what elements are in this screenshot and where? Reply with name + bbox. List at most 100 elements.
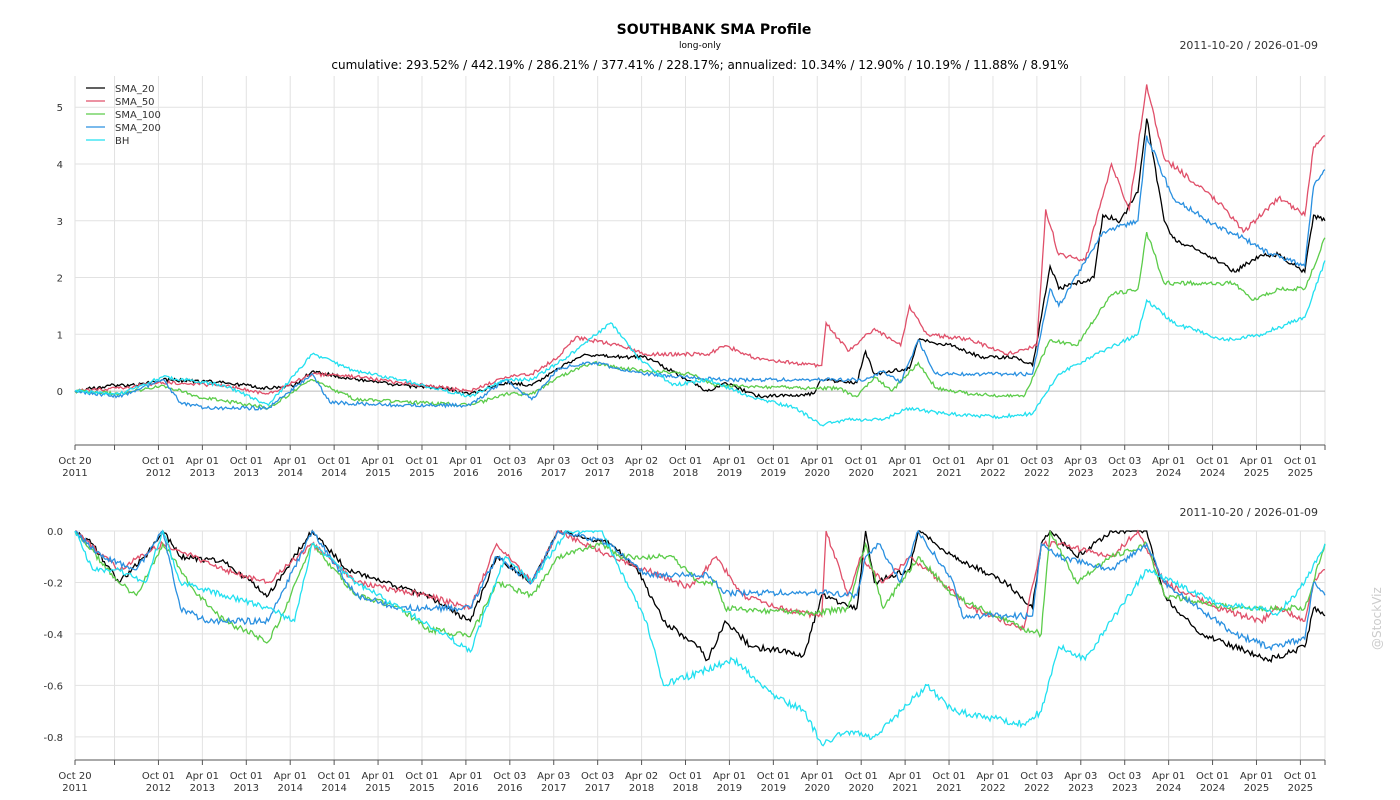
x-tick-label-year: 2025 bbox=[1244, 468, 1269, 479]
y-tick-label: 3 bbox=[57, 217, 63, 228]
x-tick-label-year: 2014 bbox=[321, 783, 346, 794]
x-tick-label-year: 2012 bbox=[146, 468, 171, 479]
x-tick-label-year: 2018 bbox=[673, 468, 698, 479]
x-tick-label-year: 2024 bbox=[1156, 468, 1181, 479]
x-tick-label: Apr 01 bbox=[1240, 456, 1273, 467]
x-tick-label-year: 2013 bbox=[190, 783, 215, 794]
x-tick-label-year: 2011 bbox=[62, 468, 87, 479]
y-tick-label: -0.8 bbox=[43, 733, 63, 744]
x-tick-label-year: 2023 bbox=[1112, 783, 1137, 794]
x-tick-label: Apr 02 bbox=[625, 456, 658, 467]
y-tick-label: -0.4 bbox=[43, 630, 63, 641]
y-tick-label: 0.0 bbox=[47, 527, 63, 538]
x-tick-label: Oct 01 bbox=[757, 456, 790, 467]
x-tick-label: Oct 20 bbox=[58, 771, 91, 782]
x-tick-label: Oct 01 bbox=[932, 771, 965, 782]
x-tick-label: Apr 01 bbox=[449, 456, 482, 467]
x-tick-label: Oct 01 bbox=[845, 456, 878, 467]
x-tick-label-year: 2023 bbox=[1112, 468, 1137, 479]
series-line-sma_200 bbox=[74, 135, 1326, 411]
x-tick-label: Apr 01 bbox=[713, 771, 746, 782]
series-line-sma_50 bbox=[74, 84, 1326, 395]
x-tick-label: Oct 03 bbox=[581, 771, 614, 782]
x-tick-label-year: 2025 bbox=[1288, 783, 1313, 794]
series-line-bh bbox=[74, 260, 1326, 427]
x-tick-label-year: 2012 bbox=[146, 783, 171, 794]
x-tick-label: Apr 01 bbox=[713, 456, 746, 467]
series-line-bh bbox=[74, 529, 1326, 747]
x-tick-label-year: 2016 bbox=[453, 468, 478, 479]
series-line-sma_100 bbox=[74, 530, 1326, 644]
x-tick-label: Oct 03 bbox=[493, 771, 526, 782]
x-tick-label-year: 2019 bbox=[717, 783, 742, 794]
x-tick-label: Apr 01 bbox=[186, 771, 219, 782]
x-tick-label: Oct 03 bbox=[1108, 771, 1141, 782]
x-tick-label-year: 2017 bbox=[585, 468, 610, 479]
x-tick-label-year: 2023 bbox=[1068, 783, 1093, 794]
x-tick-label-year: 2022 bbox=[980, 783, 1005, 794]
x-tick-label-year: 2022 bbox=[1024, 468, 1049, 479]
date-range-bottom: 2011-10-20 / 2026-01-09 bbox=[1179, 506, 1318, 519]
x-tick-label-year: 2016 bbox=[497, 468, 522, 479]
x-tick-label-year: 2020 bbox=[848, 783, 873, 794]
x-tick-label-year: 2020 bbox=[848, 468, 873, 479]
x-tick-label-year: 2013 bbox=[234, 783, 259, 794]
x-tick-label: Apr 01 bbox=[889, 456, 922, 467]
chart-subtitle: long-only bbox=[679, 41, 722, 51]
x-tick-label: Apr 03 bbox=[537, 456, 570, 467]
x-tick-label-year: 2011 bbox=[62, 783, 87, 794]
x-tick-label: Oct 03 bbox=[1020, 771, 1053, 782]
chart-title: SOUTHBANK SMA Profile bbox=[617, 22, 812, 38]
x-tick-label-year: 2024 bbox=[1200, 783, 1225, 794]
legend-label-sma_50: SMA_50 bbox=[115, 97, 155, 108]
x-tick-label-year: 2021 bbox=[936, 468, 961, 479]
x-tick-label: Oct 01 bbox=[142, 456, 175, 467]
legend-label-sma_20: SMA_20 bbox=[115, 84, 155, 95]
x-tick-label: Apr 01 bbox=[1240, 771, 1273, 782]
x-tick-label: Oct 01 bbox=[318, 771, 351, 782]
x-tick-label: Apr 01 bbox=[274, 771, 307, 782]
x-tick-label: Apr 01 bbox=[361, 771, 394, 782]
date-range-top: 2011-10-20 / 2026-01-09 bbox=[1179, 39, 1318, 52]
x-tick-label: Oct 01 bbox=[230, 771, 263, 782]
x-tick-label-year: 2021 bbox=[892, 783, 917, 794]
x-tick-label-year: 2017 bbox=[541, 783, 566, 794]
y-tick-label: 2 bbox=[57, 274, 63, 285]
x-tick-label-year: 2018 bbox=[629, 468, 654, 479]
x-tick-label-year: 2021 bbox=[936, 783, 961, 794]
x-tick-label: Oct 03 bbox=[1108, 456, 1141, 467]
x-tick-label: Apr 01 bbox=[274, 456, 307, 467]
x-tick-label-year: 2022 bbox=[980, 468, 1005, 479]
x-tick-label: Oct 03 bbox=[1020, 456, 1053, 467]
x-tick-label-year: 2016 bbox=[453, 783, 478, 794]
y-tick-label: -0.2 bbox=[43, 578, 63, 589]
x-tick-label: Oct 01 bbox=[932, 456, 965, 467]
x-tick-label-year: 2015 bbox=[409, 468, 434, 479]
x-tick-label: Apr 03 bbox=[1064, 771, 1097, 782]
x-tick-label: Oct 01 bbox=[405, 456, 438, 467]
x-tick-label: Apr 01 bbox=[1152, 771, 1185, 782]
x-tick-label-year: 2015 bbox=[365, 783, 390, 794]
x-tick-label: Oct 01 bbox=[1284, 456, 1317, 467]
x-tick-label-year: 2016 bbox=[497, 783, 522, 794]
y-tick-label: 5 bbox=[57, 103, 63, 114]
x-tick-label-year: 2019 bbox=[717, 468, 742, 479]
x-tick-label: Oct 01 bbox=[845, 771, 878, 782]
x-tick-label: Apr 01 bbox=[889, 771, 922, 782]
y-tick-label: 0 bbox=[57, 387, 63, 398]
y-tick-label: 4 bbox=[57, 160, 63, 171]
y-tick-label: -0.6 bbox=[43, 681, 63, 692]
x-tick-label-year: 2017 bbox=[541, 468, 566, 479]
x-tick-label-year: 2018 bbox=[673, 783, 698, 794]
x-tick-label: Apr 01 bbox=[801, 771, 834, 782]
legend-label-sma_200: SMA_200 bbox=[115, 123, 161, 134]
x-tick-label: Oct 03 bbox=[581, 456, 614, 467]
stats-line: cumulative: 293.52% / 442.19% / 286.21% … bbox=[331, 58, 1068, 72]
x-tick-label-year: 2014 bbox=[277, 783, 302, 794]
x-tick-label-year: 2025 bbox=[1244, 783, 1269, 794]
x-tick-label-year: 2014 bbox=[321, 468, 346, 479]
x-tick-label-year: 2022 bbox=[1024, 783, 1049, 794]
x-tick-label-year: 2013 bbox=[234, 468, 259, 479]
